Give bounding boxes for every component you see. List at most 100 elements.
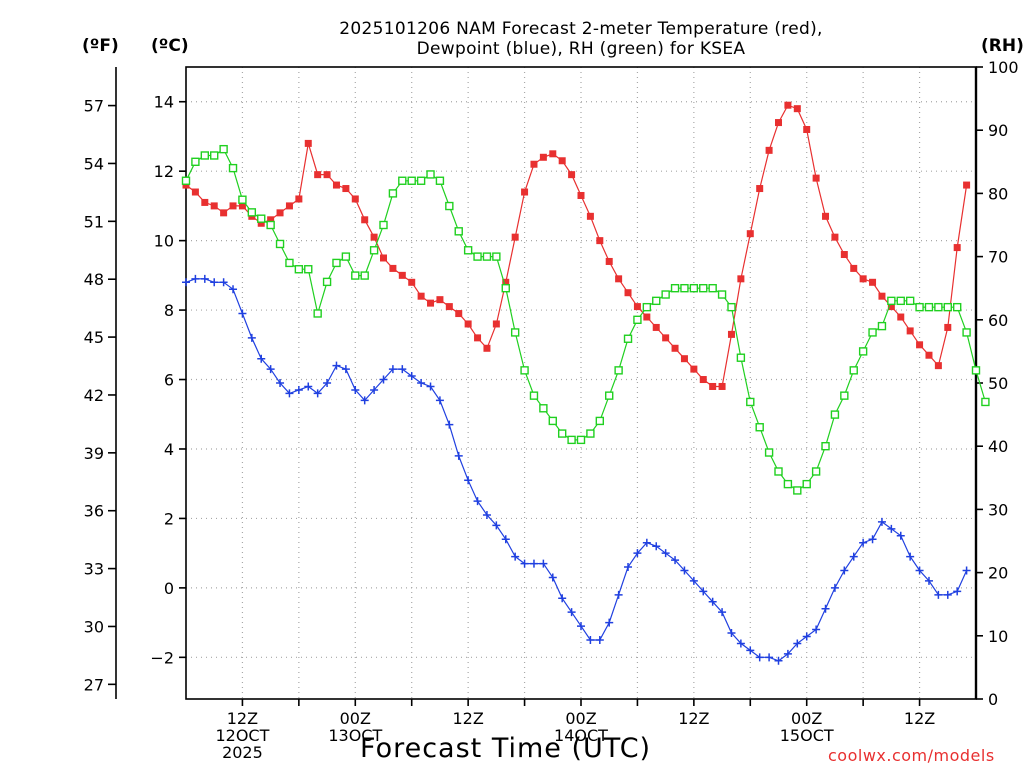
celsius-tick-label: 12 xyxy=(154,162,174,181)
celsius-tick-label: 14 xyxy=(154,93,174,112)
dewpoint-point xyxy=(943,590,952,599)
rh-point xyxy=(529,391,539,400)
celsius-tick-label: 8 xyxy=(164,301,174,320)
dewpoint-point xyxy=(699,587,708,596)
temperature-point xyxy=(944,323,952,331)
x-axis-label: Forecast Time (UTC) xyxy=(360,733,652,764)
rh-point xyxy=(764,448,774,457)
temperature-point xyxy=(633,303,641,311)
dewpoint-point xyxy=(360,396,369,405)
x-tick-label: 14OCT xyxy=(554,726,608,745)
rh-point xyxy=(811,467,821,476)
temperature-point xyxy=(869,278,877,286)
dewpoint-point xyxy=(304,382,313,391)
dewpoint-point xyxy=(906,552,915,561)
dewpoint-point xyxy=(821,604,830,613)
rh-point xyxy=(539,404,548,413)
rh-point xyxy=(962,328,971,337)
dewpoint-point xyxy=(323,379,332,387)
temperature-point xyxy=(539,153,547,161)
temperature-point xyxy=(380,254,387,262)
temperature-point xyxy=(455,310,463,318)
temperature-point xyxy=(822,212,830,220)
celsius-tick-label: −2 xyxy=(150,648,174,667)
temperature-point xyxy=(840,251,848,259)
dewpoint-point xyxy=(464,476,473,485)
rh-point xyxy=(821,442,830,451)
dewpoint-point xyxy=(736,639,745,648)
rh-point xyxy=(934,302,943,312)
rh-point xyxy=(840,391,849,400)
rh-point xyxy=(557,429,567,438)
celsius-tick-label: 2 xyxy=(164,509,174,528)
rh-point xyxy=(463,246,473,255)
temperature-point xyxy=(765,146,773,154)
rh-point xyxy=(473,252,482,261)
rh-point xyxy=(294,265,304,274)
dewpoint-point xyxy=(539,559,548,568)
temperature-point xyxy=(577,191,585,199)
rh-point xyxy=(849,366,858,375)
temperature-point xyxy=(285,202,293,210)
temperature-point xyxy=(558,157,566,165)
temperature-point xyxy=(276,209,284,217)
dewpoint-point xyxy=(633,549,642,558)
rh-point xyxy=(501,284,510,293)
temperature-point xyxy=(699,376,707,384)
dewpoint-point xyxy=(529,559,538,568)
temperature-point xyxy=(586,212,594,220)
dewpoint-point xyxy=(407,372,416,381)
fahrenheit-tick-label: 51 xyxy=(84,212,104,231)
rh-point xyxy=(482,252,492,261)
dewpoint-point xyxy=(276,379,285,387)
temperature-point xyxy=(887,303,895,311)
temperature-point xyxy=(229,202,237,210)
rh-tick-label: 60 xyxy=(988,311,1008,330)
dewpoint-point xyxy=(435,396,444,405)
dewpoint-point xyxy=(718,608,727,617)
dewpoint-point xyxy=(445,420,454,429)
rh-point xyxy=(445,201,454,211)
temperature-point xyxy=(756,185,764,193)
rh-point xyxy=(454,227,463,236)
temperature-point xyxy=(238,202,246,210)
source-credit[interactable]: coolwx.com/models xyxy=(828,746,995,765)
rh-tick-label: 100 xyxy=(988,58,1019,77)
rh-point xyxy=(774,467,783,476)
rh-series xyxy=(181,144,990,495)
dewpoint-point xyxy=(783,649,792,658)
rh-point xyxy=(228,163,238,173)
temperature-point xyxy=(549,150,557,158)
rh-point xyxy=(510,328,520,337)
temperature-point xyxy=(709,382,717,390)
temperature-point xyxy=(445,303,453,311)
dewpoint-point xyxy=(417,379,426,387)
temperature-point xyxy=(342,185,350,193)
temperature-point xyxy=(652,323,660,331)
rh-point xyxy=(351,271,360,280)
dewpoint-point xyxy=(859,538,868,547)
rh-point xyxy=(680,284,689,293)
rh-point xyxy=(492,252,501,261)
dewpoint-point xyxy=(896,531,905,540)
dewpoint-point xyxy=(482,510,491,519)
temperature-point xyxy=(408,278,416,286)
celsius-tick-label: 0 xyxy=(164,579,174,598)
dewpoint-point xyxy=(285,389,294,398)
temperature-point xyxy=(464,320,472,328)
rh-point xyxy=(924,302,934,312)
grid xyxy=(186,67,976,699)
rh-point xyxy=(858,347,868,356)
dewpoint-point xyxy=(200,274,209,283)
rh-point xyxy=(416,176,426,185)
temperature-point xyxy=(398,271,406,279)
rh-point xyxy=(905,296,915,306)
rh-point xyxy=(605,391,614,400)
dewpoint-point xyxy=(210,278,219,287)
temperature-point xyxy=(483,344,491,352)
rh-point xyxy=(426,170,435,179)
temperature-point xyxy=(859,275,867,283)
rh-point xyxy=(633,315,642,324)
dewpoint-point xyxy=(887,524,896,533)
temperature-point xyxy=(220,209,228,217)
